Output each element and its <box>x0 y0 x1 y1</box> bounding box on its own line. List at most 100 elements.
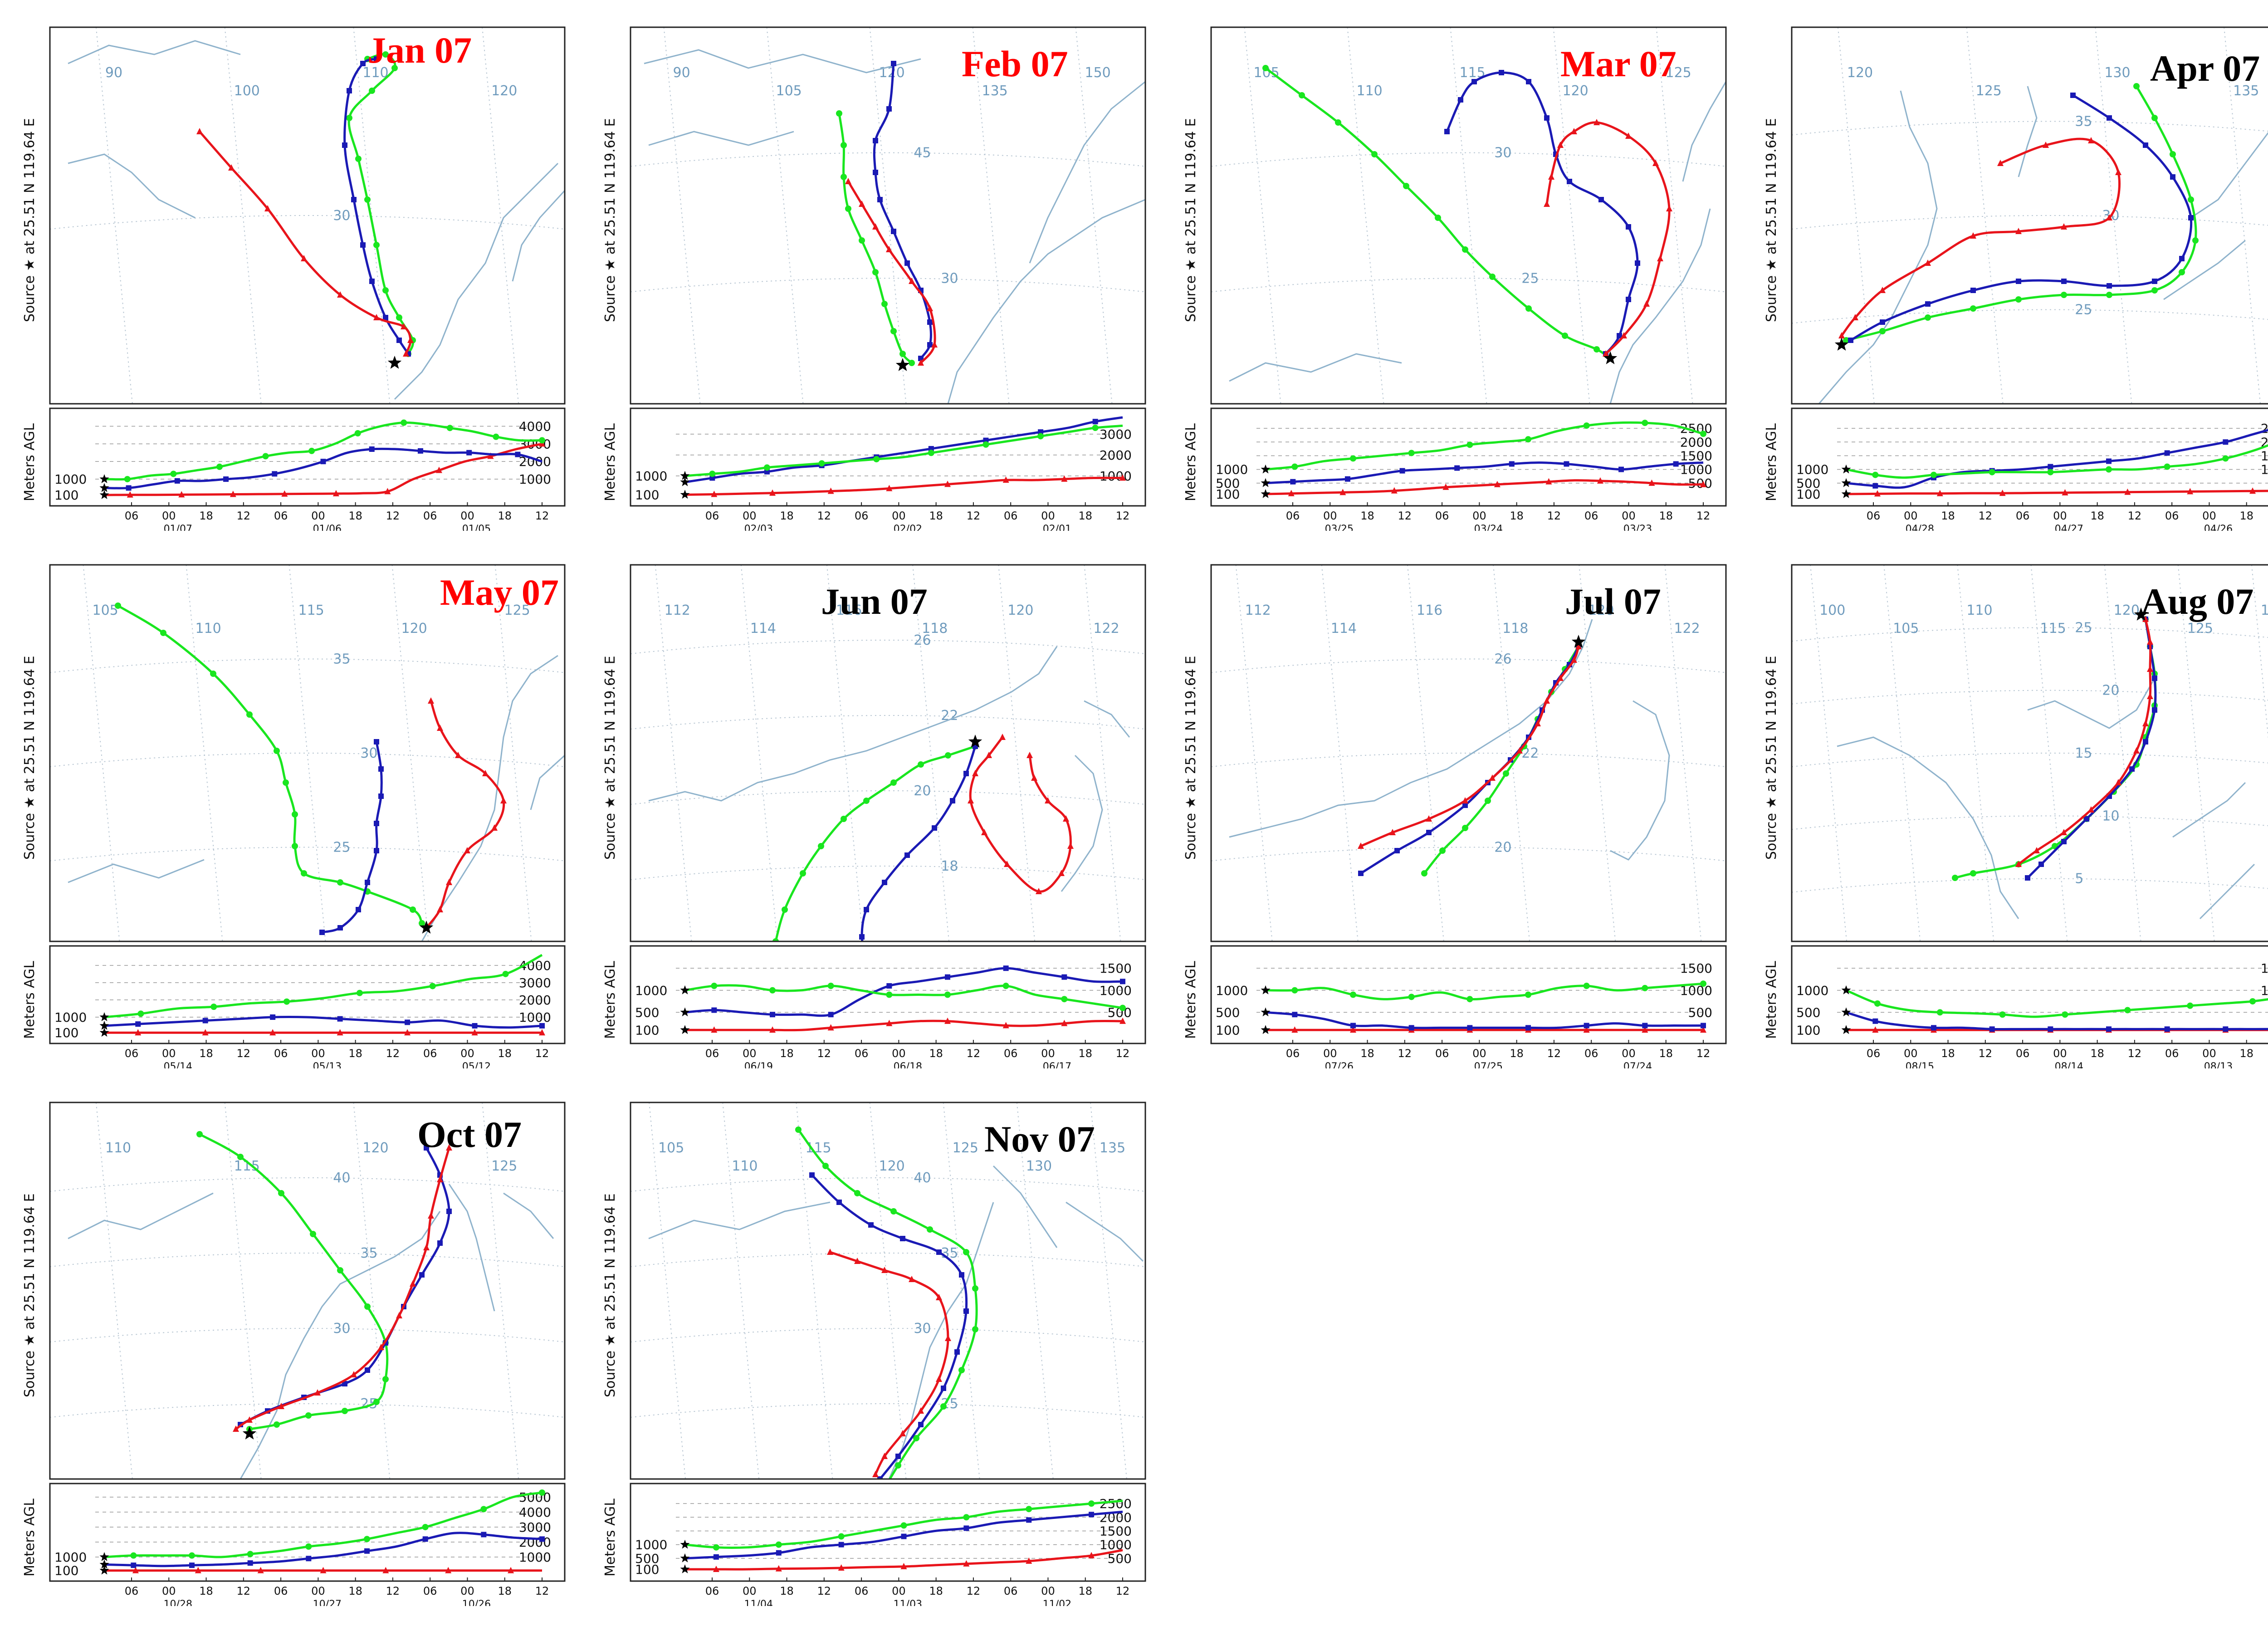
altitude-marker-red <box>135 1029 142 1036</box>
coastline <box>2027 678 2156 729</box>
trajectory-marker-blue <box>374 848 379 853</box>
trajectory-marker-blue <box>2107 115 2112 121</box>
altitude-marker-green <box>429 983 436 989</box>
altitude-marker-blue <box>539 1023 545 1028</box>
trajectory-marker-red <box>196 128 203 134</box>
coastline <box>2190 132 2268 219</box>
altitude-marker-red <box>1002 476 1009 483</box>
time-tick-label: 06 <box>1004 509 1018 522</box>
trajectory-marker-green <box>2133 83 2140 89</box>
altitude-marker-green <box>963 1514 970 1521</box>
time-tick-label: 00 <box>1622 509 1636 522</box>
altitude-marker-blue <box>963 1525 969 1531</box>
altitude-source-star <box>99 1552 109 1561</box>
trajectory-marker-green <box>1843 337 1849 343</box>
time-tick-label: 12 <box>817 1047 831 1060</box>
altitude-tick-right: 1000 <box>1680 462 1712 477</box>
altitude-tick-left: 500 <box>635 1005 659 1020</box>
coastline <box>888 1202 994 1479</box>
lat-label: 30 <box>941 270 958 286</box>
trajectory-marker-blue <box>1526 79 1531 84</box>
trajectory-marker-blue <box>868 1222 874 1228</box>
altitude-tick-right: 3000 <box>1100 427 1132 442</box>
time-tick-label: 12 <box>1696 509 1711 522</box>
time-tick-label: 06 <box>1286 509 1300 522</box>
altitude-marker-green <box>2106 466 2112 473</box>
trajectory-marker-green <box>160 630 166 636</box>
lon-label: 116 <box>836 602 862 618</box>
altitude-line-blue <box>684 416 1123 484</box>
coastline <box>1610 700 1670 861</box>
altitude-marker-blue <box>1872 1018 1878 1024</box>
trajectory-marker-green <box>1439 847 1446 854</box>
altitude-marker-blue <box>481 1532 487 1538</box>
time-tick-label: 12 <box>386 1585 400 1597</box>
time-tick-label: 12 <box>1116 1047 1130 1060</box>
altitude-marker-green <box>900 1522 907 1529</box>
altitude-frame <box>1791 407 2268 507</box>
altitude-line-red <box>1265 479 1704 495</box>
map-background <box>631 1102 1145 1479</box>
trajectory-marker-blue <box>356 907 361 912</box>
map-area: 100105110115120125130252015105 <box>1791 564 2268 942</box>
date-label: 02/01 <box>1043 524 1071 531</box>
altitude-marker-green <box>1700 431 1706 437</box>
date-label: 02/02 <box>894 524 922 531</box>
time-tick-label: 00 <box>743 509 757 522</box>
altitude-source-star <box>1261 1007 1271 1017</box>
trajectory-marker-green <box>1435 215 1441 221</box>
trajectory-marker-blue <box>1458 97 1463 103</box>
altitude-marker-blue <box>337 1016 343 1022</box>
coastline <box>1084 700 1130 738</box>
altitude-marker-blue <box>2223 1026 2229 1032</box>
source-star <box>1603 351 1618 364</box>
altitude-marker-blue <box>1092 419 1098 425</box>
altitude-frame <box>1791 945 2268 1044</box>
altitude-marker-red <box>827 487 834 494</box>
date-label: 04/28 <box>1906 524 1934 531</box>
time-tick-label: 18 <box>1078 509 1092 522</box>
altitude-line-red <box>104 442 543 496</box>
altitude-marker-green <box>838 1533 845 1540</box>
trajectory-marker-red <box>396 1312 402 1318</box>
map-frame <box>49 564 566 942</box>
time-tick-label: 00 <box>460 1047 474 1060</box>
trajectory-marker-green <box>373 1399 380 1405</box>
altitude-marker-blue <box>1003 965 1009 971</box>
month-title: Oct 07 <box>417 1114 522 1155</box>
altitude-source-star <box>1261 464 1271 474</box>
altitude-marker-red <box>332 490 339 496</box>
trajectory-marker-green <box>373 242 380 248</box>
trajectory-marker-green <box>958 1367 965 1373</box>
lon-label: 135 <box>2233 83 2259 99</box>
altitude-marker-red <box>1642 1026 1648 1033</box>
month-title: Feb 07 <box>962 43 1068 84</box>
altitude-tick-right: 1000 <box>1100 1538 1132 1553</box>
altitude-marker-red <box>1545 478 1552 485</box>
altitude-marker-blue <box>1989 1026 1995 1032</box>
time-tick-label: 18 <box>929 1047 943 1060</box>
trajectory-marker-red <box>854 1258 860 1264</box>
month-title: Nov 07 <box>984 1118 1095 1160</box>
altitude-line-blue <box>684 967 1123 1017</box>
lon-label: 135 <box>1100 1140 1125 1156</box>
altitude-marker-green <box>2249 998 2256 1005</box>
trajectory-marker-blue <box>891 229 896 234</box>
time-tick-label: 12 <box>967 1047 981 1060</box>
trajectory-marker-blue <box>1626 224 1631 230</box>
altitude-marker-red <box>1494 480 1501 487</box>
trajectory-marker-blue <box>941 1386 946 1391</box>
time-tick-label: 18 <box>1941 509 1955 522</box>
date-label: 03/25 <box>1325 524 1354 531</box>
trajectory-marker-blue <box>2188 215 2194 220</box>
panel-svg: 1051101151201253530254000300020001000100… <box>49 564 566 1068</box>
trajectory-marker-green <box>292 843 298 849</box>
trajectory-marker-green <box>2015 296 2022 303</box>
altitude-marker-blue <box>1467 1025 1473 1031</box>
time-tick-label: 12 <box>1116 509 1130 522</box>
map-y-label: Source ★ at 25.51 N 119.64 E <box>22 1193 38 1397</box>
altitude-marker-blue <box>1061 974 1067 980</box>
